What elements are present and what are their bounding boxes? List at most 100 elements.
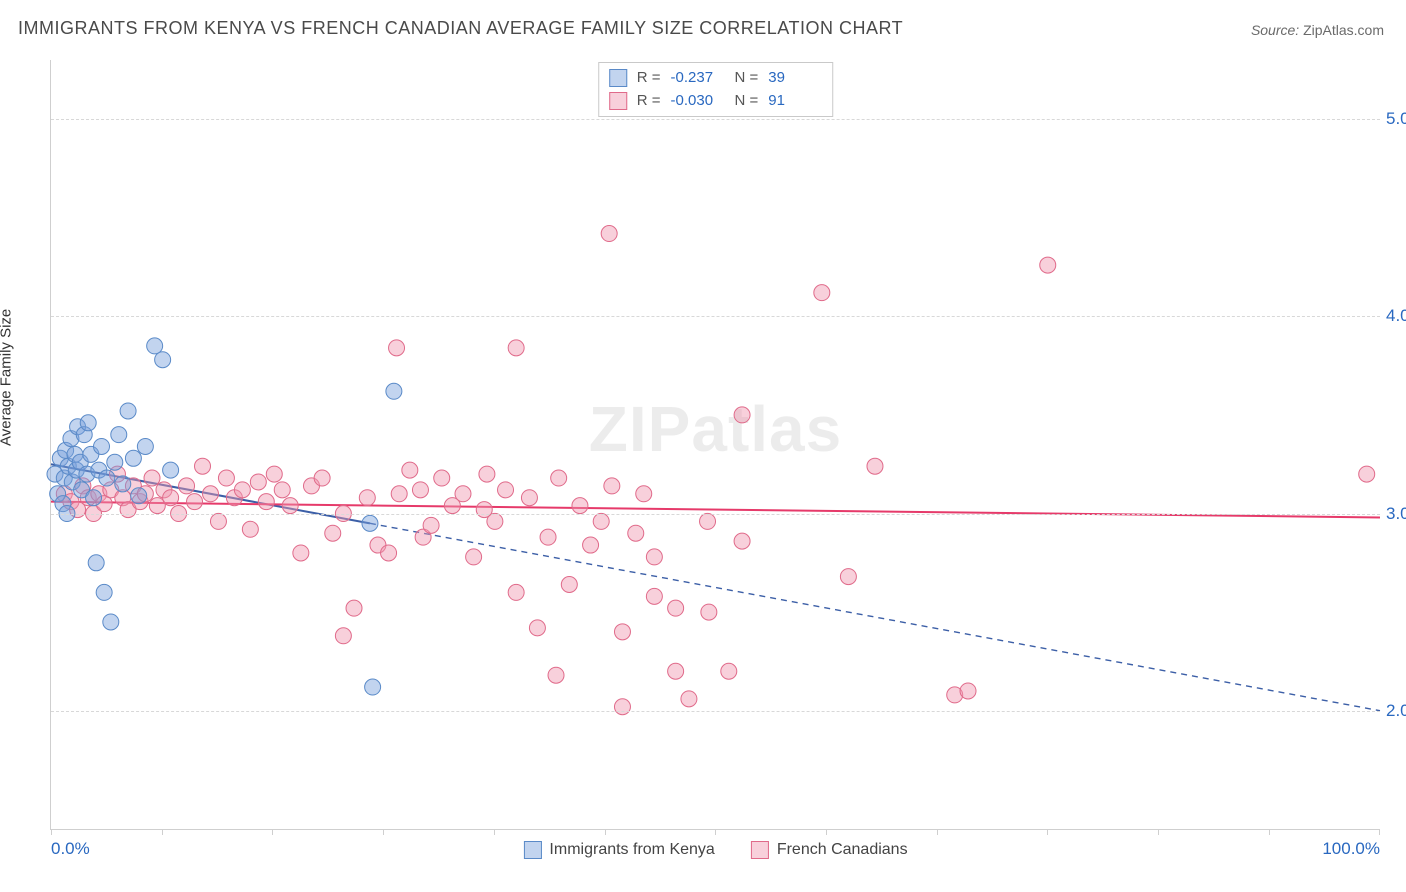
y-tick-label: 4.00	[1386, 306, 1406, 326]
data-point	[314, 470, 330, 486]
data-point	[628, 525, 644, 541]
data-point	[293, 545, 309, 561]
gridline-h	[51, 711, 1380, 712]
data-point	[1040, 257, 1056, 273]
legend-item-french: French Canadians	[751, 841, 908, 859]
data-point	[242, 521, 258, 537]
data-point	[389, 340, 405, 356]
data-point	[155, 352, 171, 368]
legend-item-kenya: Immigrants from Kenya	[523, 841, 714, 859]
data-point	[362, 515, 378, 531]
swatch-pink-icon	[751, 841, 769, 859]
trend-line	[51, 502, 1380, 518]
x-tick	[1158, 829, 1159, 835]
data-point	[593, 513, 609, 529]
data-point	[960, 683, 976, 699]
source-label: Source:	[1251, 22, 1299, 38]
data-point	[391, 486, 407, 502]
source-attribution: Source: ZipAtlas.com	[1251, 22, 1384, 38]
data-point	[867, 458, 883, 474]
gridline-h	[51, 119, 1380, 120]
data-point	[125, 450, 141, 466]
data-point	[1359, 466, 1375, 482]
data-point	[365, 679, 381, 695]
data-point	[734, 533, 750, 549]
data-point	[583, 537, 599, 553]
data-point	[548, 667, 564, 683]
legend-label-kenya: Immigrants from Kenya	[549, 841, 714, 859]
data-point	[668, 600, 684, 616]
data-point	[521, 490, 537, 506]
data-point	[147, 338, 163, 354]
data-point	[131, 488, 147, 504]
data-point	[163, 462, 179, 478]
data-point	[601, 226, 617, 242]
data-point	[604, 478, 620, 494]
data-point	[700, 513, 716, 529]
x-tick	[494, 829, 495, 835]
x-tick	[272, 829, 273, 835]
data-point	[274, 482, 290, 498]
data-point	[646, 549, 662, 565]
data-point	[346, 600, 362, 616]
y-tick-label: 5.00	[1386, 109, 1406, 129]
data-point	[258, 494, 274, 510]
chart-svg	[51, 60, 1380, 829]
chart-title: IMMIGRANTS FROM KENYA VS FRENCH CANADIAN…	[18, 18, 903, 39]
data-point	[466, 549, 482, 565]
data-point	[487, 513, 503, 529]
data-point	[381, 545, 397, 561]
y-tick-label: 2.00	[1386, 701, 1406, 721]
plot-area: ZIPatlas R = -0.237 N = 39 R = -0.030 N …	[50, 60, 1380, 830]
data-point	[187, 494, 203, 510]
x-tick	[162, 829, 163, 835]
x-tick	[383, 829, 384, 835]
data-point	[814, 285, 830, 301]
data-point	[423, 517, 439, 533]
data-point	[434, 470, 450, 486]
data-point	[614, 624, 630, 640]
data-point	[107, 454, 123, 470]
x-axis-min-label: 0.0%	[51, 839, 90, 859]
data-point	[701, 604, 717, 620]
series-legend: Immigrants from Kenya French Canadians	[523, 841, 907, 859]
data-point	[402, 462, 418, 478]
y-axis-label: Average Family Size	[0, 309, 15, 446]
x-tick	[715, 829, 716, 835]
data-point	[386, 383, 402, 399]
swatch-blue-icon	[523, 841, 541, 859]
data-point	[195, 458, 211, 474]
data-point	[508, 584, 524, 600]
data-point	[80, 415, 96, 431]
data-point	[572, 498, 588, 514]
data-point	[561, 576, 577, 592]
x-tick	[51, 829, 52, 835]
data-point	[99, 470, 115, 486]
data-point	[96, 584, 112, 600]
data-point	[668, 663, 684, 679]
data-point	[646, 588, 662, 604]
data-point	[721, 663, 737, 679]
data-point	[137, 438, 153, 454]
data-point	[179, 478, 195, 494]
data-point	[282, 498, 298, 514]
data-point	[234, 482, 250, 498]
data-point	[88, 555, 104, 571]
data-point	[163, 490, 179, 506]
trend-line-dashed	[370, 523, 1380, 710]
data-point	[498, 482, 514, 498]
x-axis-max-label: 100.0%	[1322, 839, 1380, 859]
data-point	[636, 486, 652, 502]
data-point	[335, 628, 351, 644]
data-point	[210, 513, 226, 529]
data-point	[250, 474, 266, 490]
data-point	[455, 486, 471, 502]
x-tick	[937, 829, 938, 835]
data-point	[115, 476, 131, 492]
data-point	[218, 470, 234, 486]
legend-label-french: French Canadians	[777, 841, 908, 859]
data-point	[111, 427, 127, 443]
data-point	[734, 407, 750, 423]
x-tick	[1379, 829, 1380, 835]
x-tick	[1047, 829, 1048, 835]
